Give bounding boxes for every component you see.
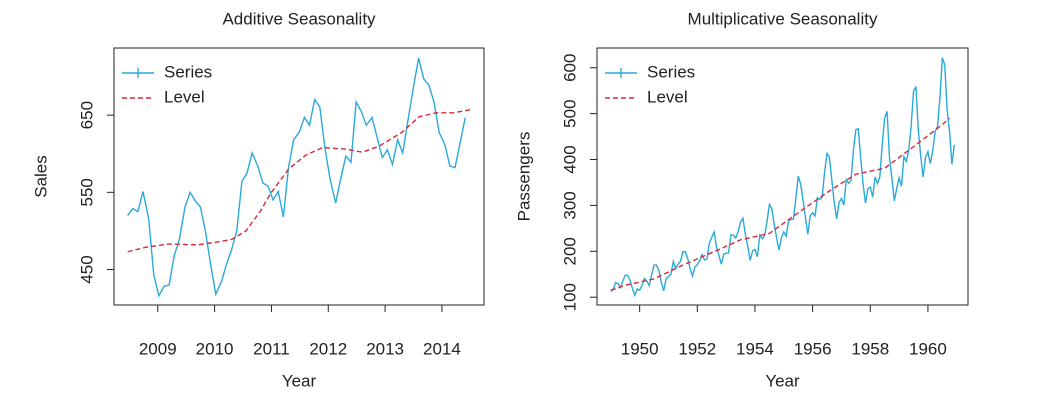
x-tick-label: 1950 bbox=[621, 339, 659, 358]
x-tick-label: 1952 bbox=[678, 339, 716, 358]
chart-title: Multiplicative Seasonality bbox=[688, 9, 878, 28]
y-axis-title: Sales bbox=[31, 155, 50, 198]
legend-label: Level bbox=[647, 87, 688, 106]
legend-label: Series bbox=[164, 62, 212, 81]
chart-title: Additive Seasonality bbox=[222, 9, 376, 28]
x-tick-label: 2011 bbox=[253, 339, 290, 358]
legend-label: Level bbox=[164, 87, 205, 106]
series-line bbox=[610, 117, 951, 291]
y-axis-title: Passengers bbox=[514, 132, 533, 222]
y-tick-label: 550 bbox=[77, 178, 96, 206]
y-tick-label: 200 bbox=[560, 237, 579, 265]
x-tick-label: 2009 bbox=[139, 339, 177, 358]
plot-box bbox=[113, 47, 485, 306]
plot-box bbox=[596, 47, 969, 306]
y-tick-label: 300 bbox=[560, 191, 579, 219]
x-tick-label: 1960 bbox=[909, 339, 947, 358]
y-tick-label: 600 bbox=[560, 54, 579, 82]
series-line bbox=[127, 109, 471, 253]
legend-label: Series bbox=[647, 62, 695, 81]
x-tick-label: 2014 bbox=[423, 339, 461, 358]
x-tick-label: 1956 bbox=[794, 339, 832, 358]
y-tick-label: 400 bbox=[560, 145, 579, 173]
y-tick-label: 450 bbox=[77, 255, 96, 283]
y-tick-label: 650 bbox=[77, 101, 96, 129]
x-tick-label: 2010 bbox=[196, 339, 234, 358]
x-tick-label: 2012 bbox=[309, 339, 347, 358]
x-axis-title: Year bbox=[282, 371, 317, 390]
x-tick-label: 2013 bbox=[366, 339, 404, 358]
series-line bbox=[610, 57, 956, 298]
x-tick-label: 1954 bbox=[736, 339, 774, 358]
x-axis-title: Year bbox=[765, 371, 800, 390]
y-tick-label: 100 bbox=[560, 283, 579, 311]
y-tick-label: 500 bbox=[560, 99, 579, 127]
x-tick-label: 1958 bbox=[851, 339, 889, 358]
series-line bbox=[127, 57, 466, 298]
